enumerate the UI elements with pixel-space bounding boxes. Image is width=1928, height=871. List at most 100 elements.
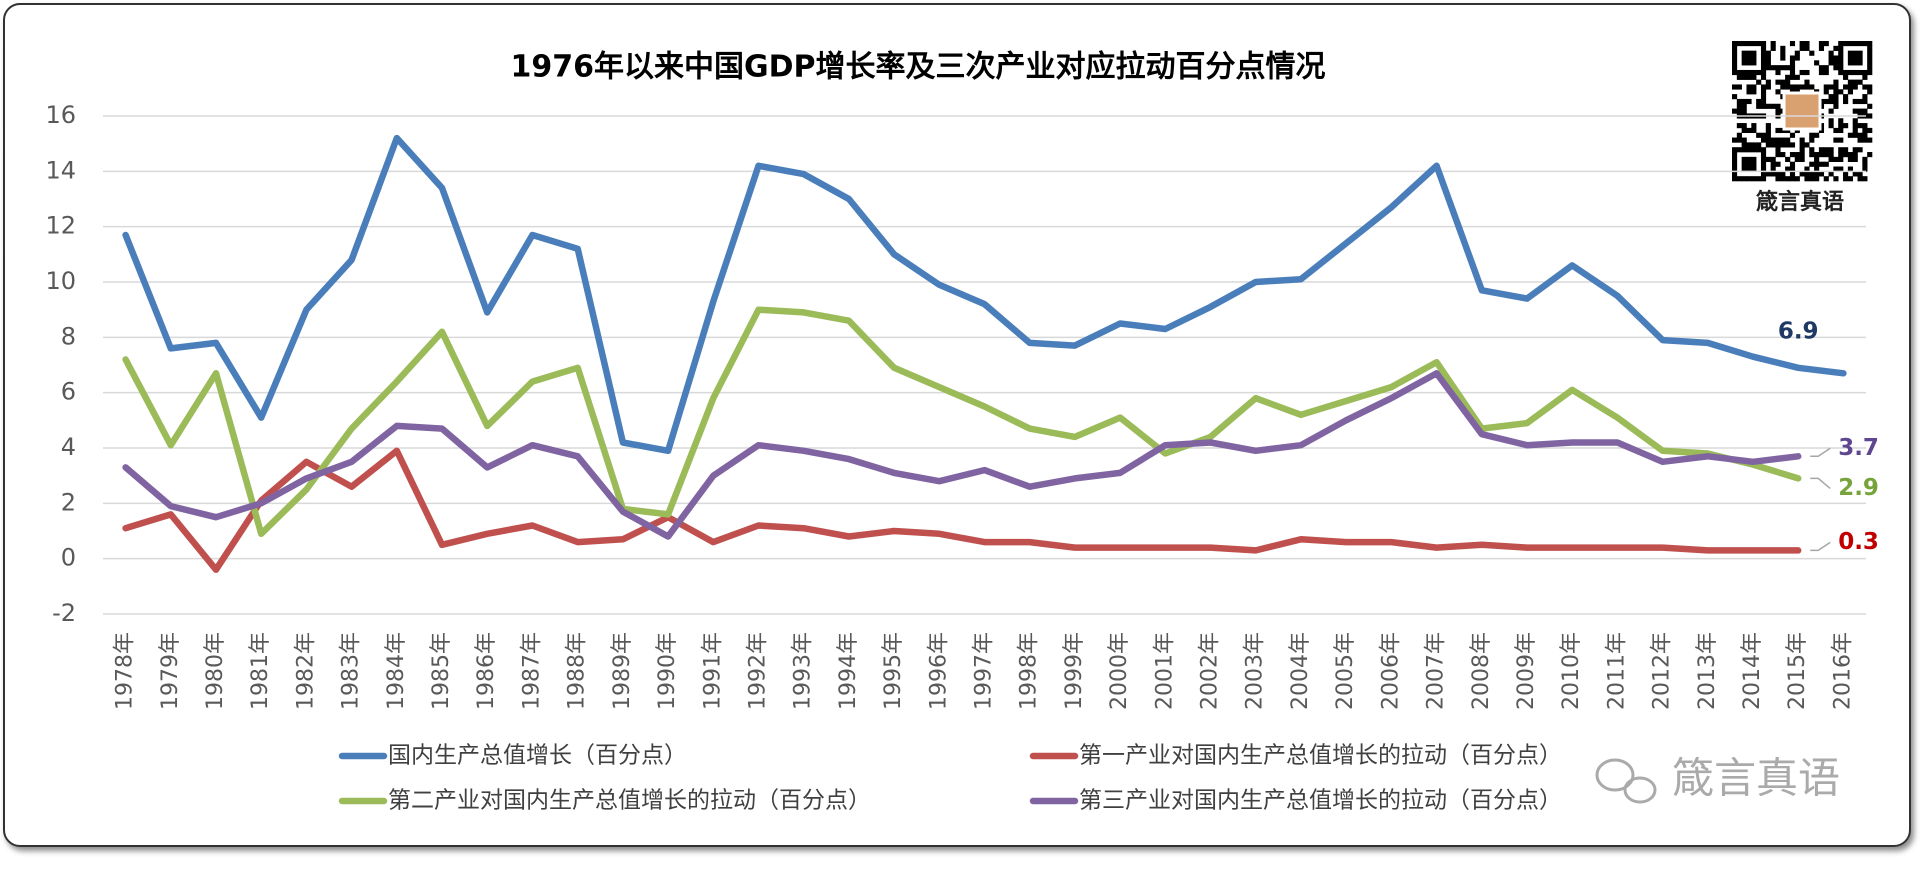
qr-cell [1751,147,1757,153]
qr-cell [1770,161,1776,167]
qr-cell [1818,152,1825,158]
qr-cell [1857,171,1863,177]
qr-cell [1862,84,1868,90]
qr-cell [1814,152,1820,158]
qr-cell [1857,123,1863,129]
qr-cell [1838,50,1844,56]
qr-cell [1780,45,1786,51]
qr-cell [1843,74,1849,80]
qr-cell [1789,171,1796,177]
qr-cell [1746,166,1752,172]
qr-cell [1765,79,1771,85]
qr-cell [1760,137,1767,143]
qr-cell [1857,137,1863,143]
qr-cell [1799,152,1805,158]
qr-cell [1732,147,1738,153]
qr-cell [1780,84,1786,90]
qr-cell [1828,98,1834,105]
qr-cell [1814,176,1820,182]
qr-cell [1785,79,1791,85]
qr-cell [1818,69,1825,76]
qr-cell [1780,176,1786,182]
qr-cell [1823,41,1829,47]
qr-cell [1828,84,1834,90]
qr-cell [1847,156,1853,162]
qr-cell [1794,156,1800,162]
qr-cell [1828,123,1834,129]
qr-cell [1765,65,1771,71]
qr-cell [1789,152,1796,158]
qr-cell [1838,65,1844,71]
qr-cell [1789,55,1796,61]
qr-cell [1789,41,1796,47]
qr-cell [1780,152,1786,158]
x-tick-label: 2006年 [1378,632,1403,710]
qr-cell [1789,74,1796,80]
qr-cell [1756,142,1762,148]
qr-cell [1867,127,1873,134]
qr-cell [1732,60,1738,66]
qr-cell [1785,137,1791,143]
leader-line [1810,477,1831,490]
qr-cell [1818,171,1825,177]
qr-cell [1828,152,1834,158]
qr-cell [1736,98,1742,105]
x-tick-label: 2001年 [1152,632,1177,710]
qr-cell [1741,137,1747,143]
qr-cell [1741,108,1747,114]
qr-cell [1751,55,1757,61]
qr-cell [1770,166,1776,172]
qr-cell [1746,84,1752,90]
qr-caption: 箴言真语 [1756,189,1844,215]
qr-cell [1732,55,1738,61]
qr-cell [1775,161,1781,167]
series-line [122,134,1847,455]
qr-cell [1867,89,1873,95]
data-label: 0.3 [1838,529,1879,555]
qr-cell [1857,176,1863,182]
x-tick-label: 1995年 [881,632,906,710]
series-line [122,370,1802,540]
x-tick-label: 2016年 [1830,632,1855,710]
x-tick-label: 1985年 [429,632,454,710]
qr-cell [1756,69,1762,76]
qr-cell [1756,132,1762,138]
qr-cell [1736,74,1742,80]
qr-cell [1852,55,1858,61]
y-tick-label: 2 [61,488,76,516]
qr-cell [1751,84,1757,90]
qr-cell [1780,137,1786,143]
qr-cell [1741,74,1747,80]
x-tick-label: 1982年 [293,632,318,710]
qr-cell [1732,176,1738,182]
qr-cell [1794,55,1800,61]
qr-cell [1746,69,1752,76]
qr-cell [1857,69,1863,76]
qr-cell [1867,65,1873,71]
qr-cell [1857,60,1863,66]
qr-cell [1838,147,1844,153]
qr-cell [1760,55,1767,61]
qr-cell [1785,74,1791,80]
qr-cell [1843,147,1849,153]
qr-cell [1765,171,1771,177]
qr-cell [1760,94,1767,100]
x-tick-label: 1990年 [655,632,680,710]
x-tick-label: 2005年 [1333,632,1358,710]
qr-cell [1862,137,1868,143]
qr-cell [1770,65,1776,71]
qr-cell [1756,41,1762,47]
qr-cell [1756,98,1762,105]
qr-cell [1732,161,1738,167]
qr-cell [1736,103,1742,109]
qr-cell [1843,84,1849,90]
qr-cell [1809,161,1815,167]
qr-cell [1799,45,1805,51]
x-tick-label: 1979年 [158,632,183,710]
qr-cell [1736,176,1742,182]
qr-cell [1775,176,1781,182]
qr-cell [1852,132,1858,138]
qr-cell [1838,69,1844,76]
qr-cell [1732,156,1738,162]
